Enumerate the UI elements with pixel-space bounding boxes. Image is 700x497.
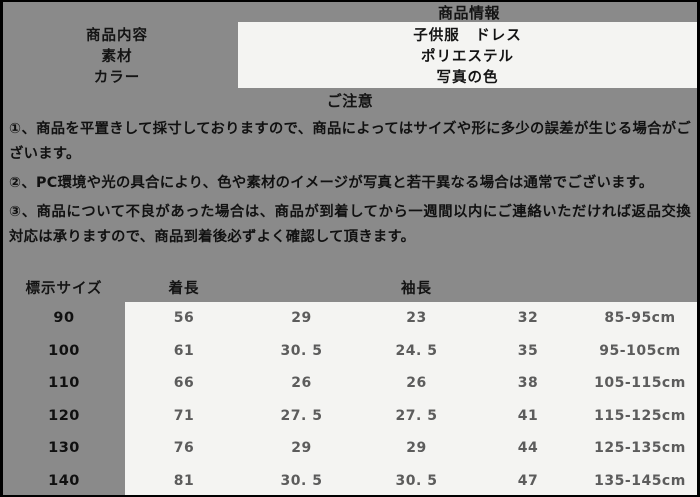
height-range-cell: 95-105cm: [583, 334, 697, 367]
measure-cell: 61: [125, 334, 243, 367]
measure-cell: 44: [473, 432, 583, 465]
product-info-panel: [238, 22, 697, 88]
size-table-header-row: 標示サイズ 着長 袖長: [3, 272, 697, 302]
measure-cell: 27. 5: [243, 399, 360, 432]
measure-cell: 30. 5: [243, 464, 360, 495]
height-range-cell: 135-145cm: [583, 464, 697, 495]
measure-cell: 30. 5: [360, 464, 473, 495]
table-row: 90 56 29 23 32 85-95cm: [3, 302, 697, 335]
size-cell: 90: [3, 302, 125, 335]
size-cell: 120: [3, 399, 125, 432]
measure-cell: 47: [473, 464, 583, 495]
notice-item: ①、商品を平置きして採寸しておりますので、商品によってはサイズや形に多少の誤差が…: [9, 121, 691, 162]
size-table-body: 90 56 29 23 32 85-95cm 100 61 30. 5 24. …: [3, 302, 697, 495]
size-cell: 100: [3, 334, 125, 367]
notice-section: ①、商品を平置きして採寸しておりますので、商品によってはサイズや形に多少の誤差が…: [3, 114, 697, 269]
measure-cell: 26: [243, 367, 360, 400]
height-range-cell: 125-135cm: [583, 432, 697, 465]
measure-cell: 38: [473, 367, 583, 400]
size-table-section: 標示サイズ 着長 袖長 90 56 29 23 32 85-95cm: [3, 272, 697, 495]
size-cell: 140: [3, 464, 125, 495]
measure-cell: 23: [360, 302, 473, 335]
height-range-cell: 115-125cm: [583, 399, 697, 432]
table-row: 140 81 30. 5 30. 5 47 135-145cm: [3, 464, 697, 495]
size-cell: 110: [3, 367, 125, 400]
measure-cell: 26: [360, 367, 473, 400]
size-table-header-length: 着長: [125, 272, 243, 302]
height-range-cell: 105-115cm: [583, 367, 697, 400]
size-table-header-blank-2: [473, 272, 583, 302]
size-cell: 130: [3, 432, 125, 465]
product-info-value: 写真の色: [436, 70, 499, 86]
product-info-label: 素材: [101, 49, 133, 65]
size-table-header-blank-1: [243, 272, 360, 302]
measure-cell: 24. 5: [360, 334, 473, 367]
table-row: 100 61 30. 5 24. 5 35 95-105cm: [3, 334, 697, 367]
measure-cell: 27. 5: [360, 399, 473, 432]
product-info-value: 子供服 ドレス: [413, 28, 522, 44]
table-row: 120 71 27. 5 27. 5 41 115-125cm: [3, 399, 697, 432]
measure-cell: 56: [125, 302, 243, 335]
measure-cell: 30. 5: [243, 334, 360, 367]
height-range-cell: 85-95cm: [583, 302, 697, 335]
size-table-header-blank-3: [583, 272, 697, 302]
table-row: 130 76 29 29 44 125-135cm: [3, 432, 697, 465]
measure-cell: 29: [243, 432, 360, 465]
product-info-value-column: 子供服 ドレス ポリエステル 写真の色: [238, 26, 697, 89]
measure-cell: 29: [243, 302, 360, 335]
product-info-heading: 商品情報: [437, 4, 500, 22]
measure-cell: 76: [125, 432, 243, 465]
product-info-label: 商品内容: [86, 28, 148, 44]
measure-cell: 35: [473, 334, 583, 367]
product-info-label: カラー: [93, 70, 141, 86]
size-table: 標示サイズ 着長 袖長 90 56 29 23 32 85-95cm: [3, 272, 697, 495]
size-table-header-sleeve: 袖長: [360, 272, 473, 302]
product-info-label-column: 商品内容 素材 カラー: [3, 26, 231, 89]
product-info-value: ポリエステル: [421, 49, 514, 65]
notice-item: ③、商品について不良があった場合は、商品が到着してから一週間以内にご連絡いただけ…: [9, 204, 691, 245]
product-info-section: 商品情報 商品内容 素材 カラー 子供服 ドレス ポリエステル 写真の色: [3, 2, 697, 88]
notice-heading: ご注意: [326, 92, 374, 110]
measure-cell: 81: [125, 464, 243, 495]
measure-cell: 71: [125, 399, 243, 432]
table-row: 110 66 26 26 38 105-115cm: [3, 367, 697, 400]
measure-cell: 32: [473, 302, 583, 335]
measure-cell: 29: [360, 432, 473, 465]
measure-cell: 66: [125, 367, 243, 400]
size-table-header-label: 標示サイズ: [3, 272, 125, 302]
notice-item: ②、PC環境や光の具合により、色や素材のイメージが写真と若干異なる場合は通常でご…: [9, 175, 654, 191]
measure-cell: 41: [473, 399, 583, 432]
